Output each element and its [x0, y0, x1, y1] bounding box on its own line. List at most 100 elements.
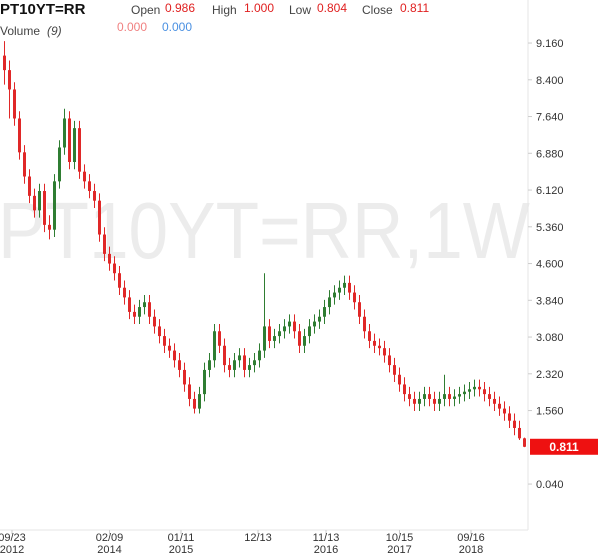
candle-body — [218, 331, 221, 346]
candle-body — [348, 282, 351, 293]
y-tick-label: 6.880 — [536, 148, 564, 160]
candle-body — [158, 326, 161, 337]
candle-body — [388, 355, 391, 366]
last-price-label: 0.811 — [549, 440, 579, 454]
candle-body — [258, 350, 261, 361]
candle-body — [148, 302, 151, 317]
candle-body — [503, 408, 506, 414]
candle-body — [48, 224, 51, 230]
close-label: Close — [362, 3, 393, 17]
y-tick-label: 9.160 — [536, 38, 564, 50]
candle-body — [173, 350, 176, 361]
candle-body — [233, 360, 236, 370]
candle-body — [13, 89, 16, 119]
y-tick-label: 0.040 — [536, 479, 564, 491]
candle-body — [358, 302, 361, 317]
candle-body — [18, 118, 21, 153]
candle-body — [248, 365, 251, 370]
candle-body — [123, 287, 126, 298]
high-value: 1.000 — [244, 1, 274, 15]
candle-body — [78, 128, 81, 172]
candle-body — [268, 326, 271, 341]
candle-body — [508, 413, 511, 421]
x-tick-label: 12/13 — [244, 532, 272, 544]
candle-body — [443, 394, 446, 399]
candle-body — [378, 345, 381, 349]
y-tick-label: 7.640 — [536, 112, 564, 124]
candle-body — [228, 365, 231, 370]
candle-body — [403, 384, 406, 395]
candle-body — [493, 398, 496, 404]
candle-body — [383, 348, 386, 356]
candle-body — [428, 394, 431, 399]
candle-body — [138, 307, 141, 317]
candle-body — [478, 386, 481, 390]
watermark: PT10YT=RR,1W — [0, 186, 530, 275]
candle-body — [23, 152, 26, 177]
candle-body — [513, 420, 516, 428]
candle-body — [288, 321, 291, 327]
candle-body — [58, 147, 61, 182]
candle-body — [213, 331, 216, 361]
candle-body — [253, 360, 256, 366]
candle-body — [168, 345, 171, 351]
x-tick-label: 02/09 — [96, 532, 124, 544]
candle-body — [68, 118, 71, 162]
y-tick-label: 5.360 — [536, 222, 564, 234]
candle-body — [318, 316, 321, 322]
candle-body — [308, 326, 311, 337]
candle-body — [88, 181, 91, 192]
candle-body — [468, 389, 471, 392]
candle-body — [38, 191, 41, 211]
y-tick-label: 4.600 — [536, 259, 564, 271]
candle-body — [243, 355, 246, 370]
x-tick-year: 2016 — [314, 544, 338, 556]
candle-body — [28, 176, 31, 196]
candle-body — [208, 360, 211, 370]
candle-body — [298, 331, 301, 346]
x-tick-year: 2012 — [0, 544, 24, 556]
candle-body — [98, 200, 101, 235]
candle-body — [333, 292, 336, 298]
candle-body — [33, 195, 36, 211]
candle-body — [103, 234, 106, 254]
candle-body — [338, 287, 341, 293]
candle-body — [143, 302, 146, 308]
y-tick-label: 6.120 — [536, 185, 564, 197]
open-value: 0.986 — [165, 1, 195, 15]
x-tick-label: 11/13 — [313, 532, 340, 544]
y-tick-label: 2.320 — [536, 369, 564, 381]
x-tick-label: 09/23 — [0, 532, 26, 544]
close-value: 0.811 — [400, 1, 429, 15]
candle-body — [43, 191, 46, 225]
candle-body — [483, 389, 486, 395]
candle-body — [438, 398, 441, 404]
candle-body — [113, 263, 116, 274]
x-tick-year: 2015 — [169, 544, 193, 556]
x-tick-label: 09/16 — [457, 532, 485, 544]
symbol: PT10YT=RR — [0, 1, 86, 18]
y-tick-label: 3.080 — [536, 332, 564, 344]
candle-body — [178, 360, 181, 370]
candle-body — [523, 438, 526, 447]
candle-body — [393, 365, 396, 375]
candle-body — [433, 398, 436, 404]
candle-body — [303, 336, 306, 346]
candle-body — [53, 181, 56, 230]
candle-body — [498, 403, 501, 409]
candle-body — [188, 384, 191, 399]
candle-body — [238, 355, 241, 361]
candle-body — [353, 292, 356, 303]
candle-body — [278, 331, 281, 337]
volume-value: 0.000 — [117, 20, 147, 34]
open-label: Open — [131, 3, 160, 17]
candle-body — [323, 307, 326, 317]
candle-body — [73, 128, 76, 162]
candle-body — [163, 336, 166, 346]
candle-body — [293, 321, 296, 332]
candle-body — [408, 394, 411, 399]
candle-body — [488, 394, 491, 399]
x-tick-label: 01/11 — [168, 532, 195, 544]
x-tick-year: 2014 — [97, 544, 121, 556]
